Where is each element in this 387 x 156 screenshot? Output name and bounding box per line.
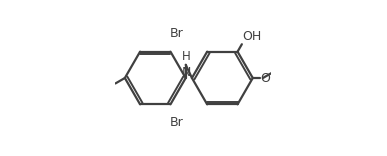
Text: Br: Br	[170, 27, 183, 40]
Text: O: O	[260, 71, 271, 85]
Text: N: N	[182, 66, 191, 79]
Text: OH: OH	[243, 30, 262, 43]
Text: Br: Br	[170, 116, 183, 129]
Text: H: H	[182, 50, 191, 63]
